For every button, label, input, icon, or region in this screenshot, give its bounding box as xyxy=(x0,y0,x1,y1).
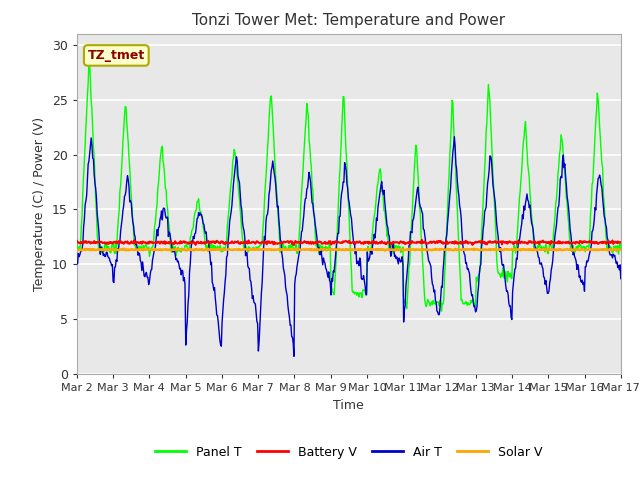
Text: TZ_tmet: TZ_tmet xyxy=(88,49,145,62)
Title: Tonzi Tower Met: Temperature and Power: Tonzi Tower Met: Temperature and Power xyxy=(192,13,506,28)
X-axis label: Time: Time xyxy=(333,399,364,412)
Y-axis label: Temperature (C) / Power (V): Temperature (C) / Power (V) xyxy=(33,117,46,291)
Legend: Panel T, Battery V, Air T, Solar V: Panel T, Battery V, Air T, Solar V xyxy=(150,441,548,464)
